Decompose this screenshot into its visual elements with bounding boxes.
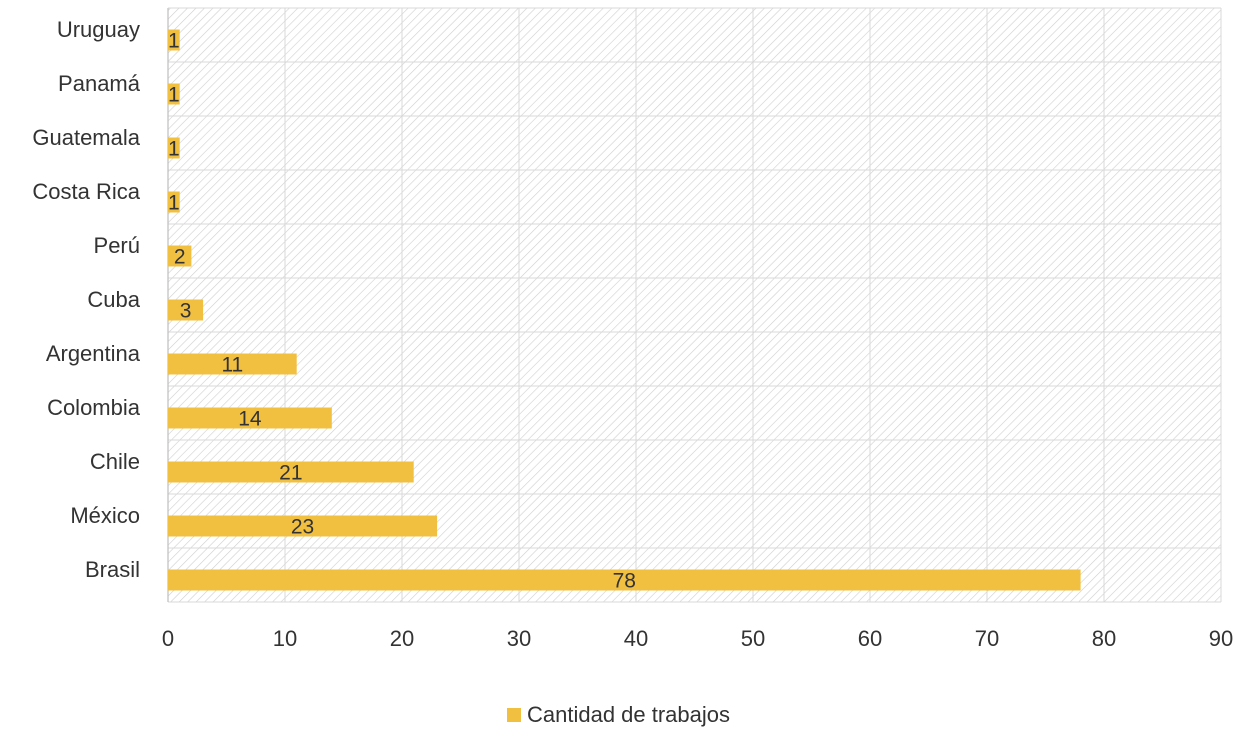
category-label: Perú — [94, 233, 140, 258]
category-label: México — [70, 503, 140, 528]
bar — [168, 569, 1081, 591]
category-label: Guatemala — [32, 125, 140, 150]
legend: Cantidad de trabajos — [0, 702, 1237, 728]
bar — [168, 407, 332, 429]
gridlines — [167, 7, 1222, 603]
data-label: 1 — [168, 192, 180, 215]
category-label: Chile — [90, 449, 140, 474]
x-tick-label: 10 — [273, 626, 297, 651]
category-label: Costa Rica — [32, 179, 140, 204]
x-tick-label: 80 — [1092, 626, 1116, 651]
data-label: 14 — [238, 408, 262, 431]
x-tick-label: 20 — [390, 626, 414, 651]
category-label: Panamá — [58, 71, 141, 96]
data-label: 1 — [168, 30, 180, 53]
data-label: 1 — [168, 138, 180, 161]
data-label: 3 — [180, 300, 192, 323]
plot-area — [168, 8, 1221, 602]
x-tick-label: 60 — [858, 626, 882, 651]
x-tick-label: 70 — [975, 626, 999, 651]
bar — [168, 83, 180, 105]
x-tick-label: 90 — [1209, 626, 1233, 651]
bar — [168, 515, 438, 537]
category-label: Argentina — [46, 341, 141, 366]
legend-label: Cantidad de trabajos — [526, 702, 731, 727]
data-label: 78 — [613, 570, 636, 593]
category-label: Colombia — [47, 395, 141, 420]
x-tick-label: 40 — [624, 626, 648, 651]
data-label: 21 — [279, 462, 302, 485]
bar — [168, 353, 297, 375]
category-label: Brasil — [85, 557, 140, 582]
bar — [168, 461, 414, 483]
category-label: Uruguay — [57, 17, 140, 42]
bar — [168, 245, 192, 267]
data-label: 1 — [168, 84, 180, 107]
bar — [168, 29, 180, 51]
data-label: 2 — [174, 246, 186, 269]
x-tick-label: 0 — [162, 626, 174, 651]
bars — [168, 29, 1081, 591]
data-label: 11 — [221, 354, 243, 377]
bar — [168, 191, 180, 213]
x-tick-label: 50 — [741, 626, 765, 651]
data-label: 23 — [291, 516, 314, 539]
bar — [168, 137, 180, 159]
category-label: Cuba — [87, 287, 140, 312]
legend-swatch — [506, 708, 521, 722]
category-labels: Uruguay Panamá Guatemala Costa Rica Perú Cuba… — [32, 17, 140, 582]
x-tick-labels: 0 10 20 30 40 50 60 70 80 90 — [162, 626, 1233, 651]
x-tick-label: 30 — [507, 626, 531, 651]
bar — [168, 299, 204, 321]
